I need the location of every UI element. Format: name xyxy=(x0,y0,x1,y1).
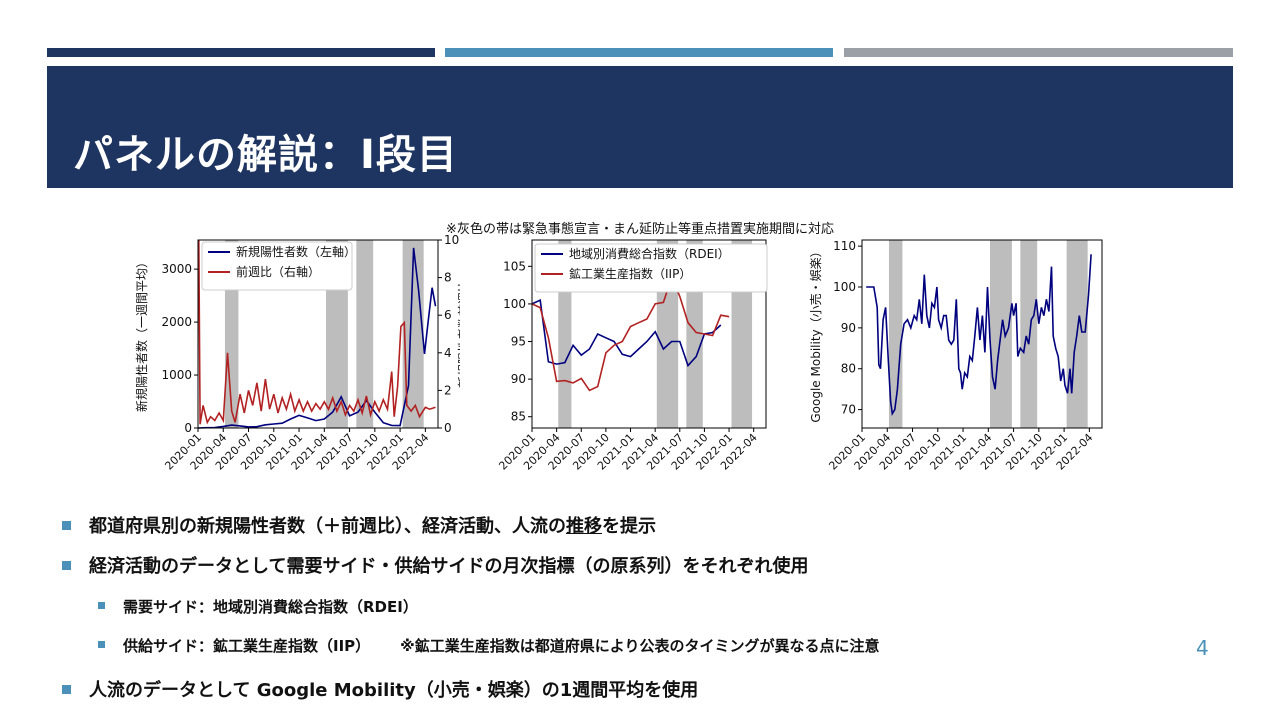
y-tick-label: 90 xyxy=(511,372,526,386)
y-tick-label: 70 xyxy=(841,403,856,417)
series-line-2 xyxy=(198,239,436,425)
shaded-band xyxy=(1020,240,1038,428)
accent-bar-gray xyxy=(844,48,1233,57)
chart-economic-activity: 8590951001052020-012020-042020-072020-10… xyxy=(496,239,768,473)
plot-frame xyxy=(197,239,439,429)
chart-google-mobility: 7080901001102020-012020-042020-072020-10… xyxy=(808,239,1103,473)
bullet-1-underlined: 推移 xyxy=(566,516,602,537)
y-tick-label: 85 xyxy=(511,410,526,424)
y-right-tick-label: 2 xyxy=(444,383,452,397)
y-right-tick-label: 8 xyxy=(444,271,452,285)
bullet-5: 人流のデータとして Google Mobility（小売・娯楽）の1週間平均を使… xyxy=(62,676,698,702)
y-tick-label: 100 xyxy=(833,280,856,294)
bullet-4-text-a: 供給サイド：鉱工業生産指数（IIP） xyxy=(123,637,371,655)
legend-label: 地域別消費総合指数（RDEI） xyxy=(569,246,730,261)
y-tick-label: 100 xyxy=(503,297,526,311)
y-axis-label: 新規陽性者数（一週間平均） xyxy=(134,256,149,412)
y-tick-label: 95 xyxy=(511,335,526,349)
bullet-5-text: 人流のデータとして Google Mobility（小売・娯楽）の1週間平均を使… xyxy=(89,680,699,701)
legend-label: 鉱工業生産指数（IIP） xyxy=(569,266,691,281)
y-tick-label: 90 xyxy=(841,321,856,335)
y-tick-label: 110 xyxy=(833,239,856,253)
y-right-tick-label: 0 xyxy=(444,421,452,435)
bullet-square-icon xyxy=(62,560,71,570)
bullet-1-text-b: を提示 xyxy=(602,516,656,537)
legend-label: 新規陽性者数（左軸） xyxy=(236,244,356,259)
accent-bar-blue xyxy=(445,48,833,57)
series-line-2 xyxy=(531,275,730,392)
bullet-2-text: 経済活動のデータとして需要サイド・供給サイドの月次指標（の原系列）をそれぞれ使用 xyxy=(89,556,809,577)
page-number: 4 xyxy=(1196,636,1209,660)
plot-frame xyxy=(531,239,767,429)
y-tick-label: 1000 xyxy=(161,368,192,382)
legend-label: 前週比（右軸） xyxy=(236,264,320,279)
shaded-band xyxy=(888,240,903,428)
y-right-axis-label: 新規陽性者数前週比 xyxy=(456,280,460,388)
legend-box xyxy=(201,241,353,291)
bullet-3-text: 需要サイド：地域別消費総合指数（RDEI） xyxy=(123,598,418,616)
y-right-tick-label: 10 xyxy=(444,233,459,247)
bullet-square-icon xyxy=(98,602,105,609)
y-tick-label: 0 xyxy=(184,421,192,435)
y-tick-label: 2000 xyxy=(161,315,192,329)
bullet-square-icon xyxy=(62,684,71,694)
slide-title: パネルの解説：I段目 xyxy=(73,132,458,178)
bullet-square-icon xyxy=(62,520,71,530)
plot-frame xyxy=(861,239,1103,429)
series-line-1 xyxy=(866,254,1092,417)
bullet-4: 供給サイド：鉱工業生産指数（IIP） ※鉱工業生産指数は都道府県により公表のタイミ… xyxy=(98,635,879,656)
bullet-2: 経済活動のデータとして需要サイド・供給サイドの月次指標（の原系列）をそれぞれ使用 xyxy=(62,552,808,578)
bullet-1-text-a: 都道府県別の新規陽性者数（＋前週比）、経済活動、人流の xyxy=(89,516,566,537)
series-line-1 xyxy=(197,247,437,429)
title-band: パネルの解説：I段目 xyxy=(47,66,1233,188)
accent-bar-navy xyxy=(47,48,435,57)
y-tick-label: 3000 xyxy=(161,262,192,276)
chart-note: ※灰色の帯は緊急事態宣言・まん延防止等重点措置実施期間に対応 xyxy=(446,222,834,237)
bullet-square-icon xyxy=(98,641,105,648)
y-axis-label: Google Mobility（小売・娯楽） xyxy=(808,245,823,422)
chart-new-cases: 010002000300002468102020-012020-042020-0… xyxy=(134,233,460,473)
y-right-tick-label: 6 xyxy=(444,308,452,322)
shaded-band xyxy=(356,240,374,428)
legend-box xyxy=(534,243,768,293)
bullet-4-text-b: ※鉱工業生産指数は都道府県により公表のタイミングが異なる点に注意 xyxy=(400,637,880,655)
bullet-3: 需要サイド：地域別消費総合指数（RDEI） xyxy=(98,596,418,617)
y-tick-label: 80 xyxy=(841,362,856,376)
bullet-1: 都道府県別の新規陽性者数（＋前週比）、経済活動、人流の推移を提示 xyxy=(62,512,656,538)
y-right-tick-label: 4 xyxy=(444,346,452,360)
series-line-1 xyxy=(531,299,722,368)
y-tick-label: 105 xyxy=(503,259,526,273)
